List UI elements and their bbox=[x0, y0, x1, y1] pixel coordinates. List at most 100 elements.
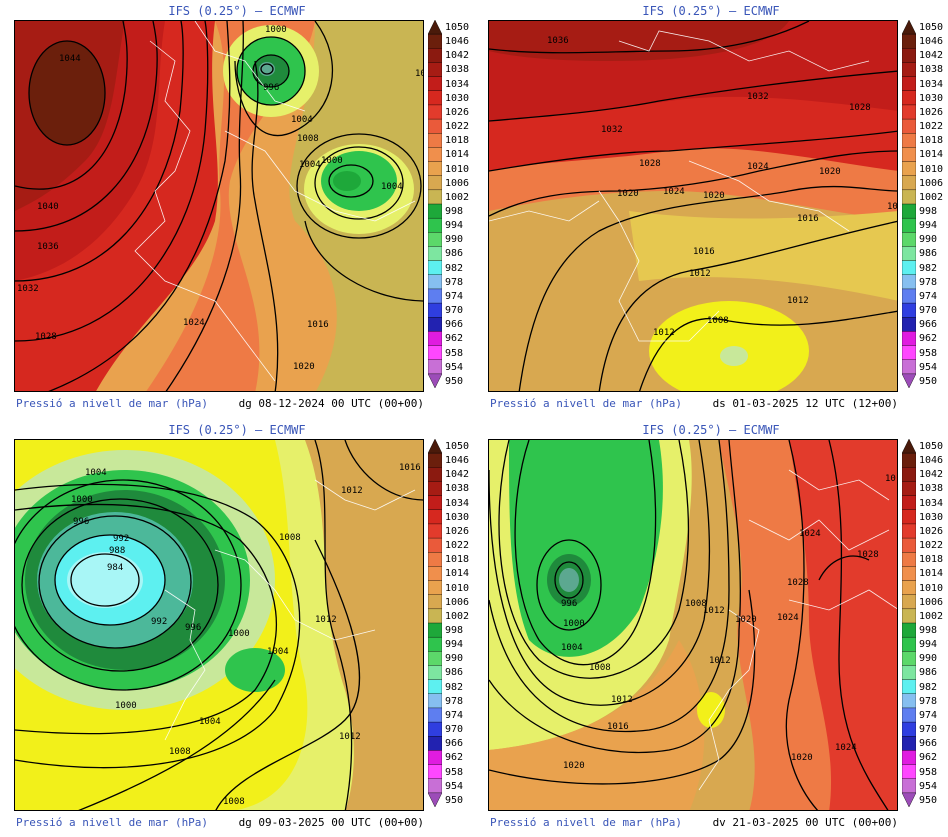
colorbar-label: 974 bbox=[919, 290, 938, 302]
panel-title: IFS (0.25°) — ECMWF bbox=[642, 4, 780, 18]
isobar-label: 1008 bbox=[685, 599, 707, 609]
isobar-label: 1020 bbox=[791, 753, 813, 763]
colorbar-label: 962 bbox=[445, 752, 464, 764]
colorbar-label: 1002 bbox=[919, 610, 944, 622]
colorbar-swatch bbox=[902, 750, 916, 766]
isobar-label: 1008 bbox=[297, 134, 319, 144]
colorbar-label: 950 bbox=[445, 375, 464, 387]
pressure-map-3: 1004 1000 996 992 988 984 992 996 1000 1… bbox=[14, 439, 424, 811]
colorbar-label: 1046 bbox=[445, 36, 470, 48]
colorbar-swatch bbox=[428, 373, 442, 388]
colorbar-swatch bbox=[428, 764, 442, 780]
colorbar-swatch bbox=[902, 679, 916, 695]
colorbar-label: 998 bbox=[445, 206, 464, 217]
colorbar-swatch bbox=[428, 189, 442, 205]
isobar-label: 992 bbox=[113, 534, 129, 544]
map-panel-4: IFS (0.25°) — ECMWF bbox=[474, 419, 948, 837]
colorbar-label: 970 bbox=[919, 724, 938, 736]
isobar-label: 1024 bbox=[183, 318, 205, 328]
colorbar-swatch bbox=[428, 133, 442, 149]
isobar-label: 1004 bbox=[199, 717, 221, 727]
colorbar-swatch bbox=[428, 523, 442, 539]
colorbar-swatch bbox=[428, 679, 442, 695]
colorbar-swatch bbox=[902, 189, 916, 205]
colorbar-swatch bbox=[902, 133, 916, 149]
colorbar-label: 962 bbox=[919, 333, 938, 345]
colorbar-graphic bbox=[428, 20, 442, 388]
footer-left: Pressió a nivell de mar (hPa) bbox=[490, 397, 683, 410]
colorbar-swatch bbox=[428, 48, 442, 64]
colorbar-label: 1050 bbox=[445, 441, 470, 452]
colorbar-swatch bbox=[902, 317, 916, 333]
colorbar-label: 1042 bbox=[919, 469, 944, 481]
colorbar-swatch bbox=[428, 580, 442, 596]
colorbar-swatch bbox=[428, 331, 442, 347]
colorbar-swatch bbox=[428, 232, 442, 248]
isobar-label: 1020 bbox=[563, 761, 585, 771]
colorbar-swatch bbox=[428, 118, 442, 134]
colorbar-swatch bbox=[428, 161, 442, 177]
colorbar-label: 986 bbox=[445, 667, 464, 679]
colorbar-label: 994 bbox=[919, 639, 938, 651]
isobar-label: 1012 bbox=[315, 615, 337, 625]
colorbar-label: 1018 bbox=[919, 135, 944, 147]
isobar-label: 1012 bbox=[415, 69, 424, 79]
colorbar-swatch bbox=[428, 736, 442, 752]
isobar-label: 1012 bbox=[653, 328, 675, 338]
isobar-label: 1004 bbox=[561, 643, 583, 653]
colorbar-label: 1038 bbox=[919, 64, 944, 76]
isobar-label: 1000 bbox=[228, 629, 250, 639]
isobar-label: 1004 bbox=[291, 115, 313, 125]
colorbar-graphic bbox=[902, 439, 916, 807]
colorbar-label: 970 bbox=[919, 305, 938, 317]
isobar-label: 1000 bbox=[321, 156, 343, 166]
colorbar-swatch bbox=[428, 345, 442, 361]
isobar-label: 1024 bbox=[663, 187, 685, 197]
colorbar-swatch bbox=[428, 750, 442, 766]
isobar-label: 1012 bbox=[339, 732, 361, 742]
isobar-label: 1012 bbox=[709, 656, 731, 666]
colorbar-swatch bbox=[428, 104, 442, 120]
colorbar-label: 982 bbox=[919, 262, 938, 274]
isobar-label: 1012 bbox=[341, 486, 363, 496]
colorbar-swatch bbox=[902, 651, 916, 667]
colorbar-swatch bbox=[902, 467, 916, 483]
isobar-label: 1028 bbox=[787, 578, 809, 588]
isobar-label: 1004 bbox=[381, 182, 403, 192]
colorbar-swatch bbox=[902, 736, 916, 752]
footer-left: Pressió a nivell de mar (hPa) bbox=[16, 816, 209, 829]
colorbar-label: 966 bbox=[919, 319, 938, 331]
colorbar-label: 986 bbox=[919, 667, 938, 679]
colorbar-swatch bbox=[428, 33, 442, 50]
colorbar-swatch bbox=[428, 317, 442, 333]
colorbar-swatch bbox=[902, 175, 916, 191]
isobar-label: 1008 bbox=[169, 747, 191, 757]
isobar-label: 1012 bbox=[703, 606, 725, 616]
pressure-map-1: 1044 1040 1036 1032 1028 1024 1020 1016 … bbox=[14, 20, 424, 392]
isobar-label: 988 bbox=[109, 546, 125, 556]
colorbar-label: 1002 bbox=[445, 191, 470, 203]
isobar-label: 1012 bbox=[885, 474, 898, 484]
colorbar-swatch bbox=[902, 721, 916, 737]
isobar-label: 1020 bbox=[617, 189, 639, 199]
colorbar-swatch bbox=[428, 359, 442, 375]
colorbar-label: 978 bbox=[445, 695, 464, 707]
isobar-label: 984 bbox=[107, 563, 123, 573]
colorbar-label: 1002 bbox=[919, 191, 944, 203]
colorbar-swatch bbox=[428, 246, 442, 262]
colorbar-label: 1014 bbox=[919, 568, 944, 580]
colorbar-label: 986 bbox=[445, 248, 464, 260]
isobar-label: 1020 bbox=[703, 191, 725, 201]
isobar-label: 1020 bbox=[819, 167, 841, 177]
colorbar-swatch bbox=[902, 62, 916, 78]
colorbar-label: 1034 bbox=[919, 497, 944, 509]
isobar-label: 1020 bbox=[735, 615, 757, 625]
isobar-label: 1000 bbox=[115, 701, 137, 711]
colorbar-swatch bbox=[428, 288, 442, 304]
colorbar-label: 1026 bbox=[919, 106, 944, 118]
colorbar-swatch bbox=[428, 721, 442, 737]
colorbar-label: 1046 bbox=[445, 455, 470, 467]
colorbar-swatch bbox=[902, 608, 916, 624]
colorbar-label: 1026 bbox=[445, 106, 470, 118]
isobar-label: 996 bbox=[185, 623, 201, 633]
